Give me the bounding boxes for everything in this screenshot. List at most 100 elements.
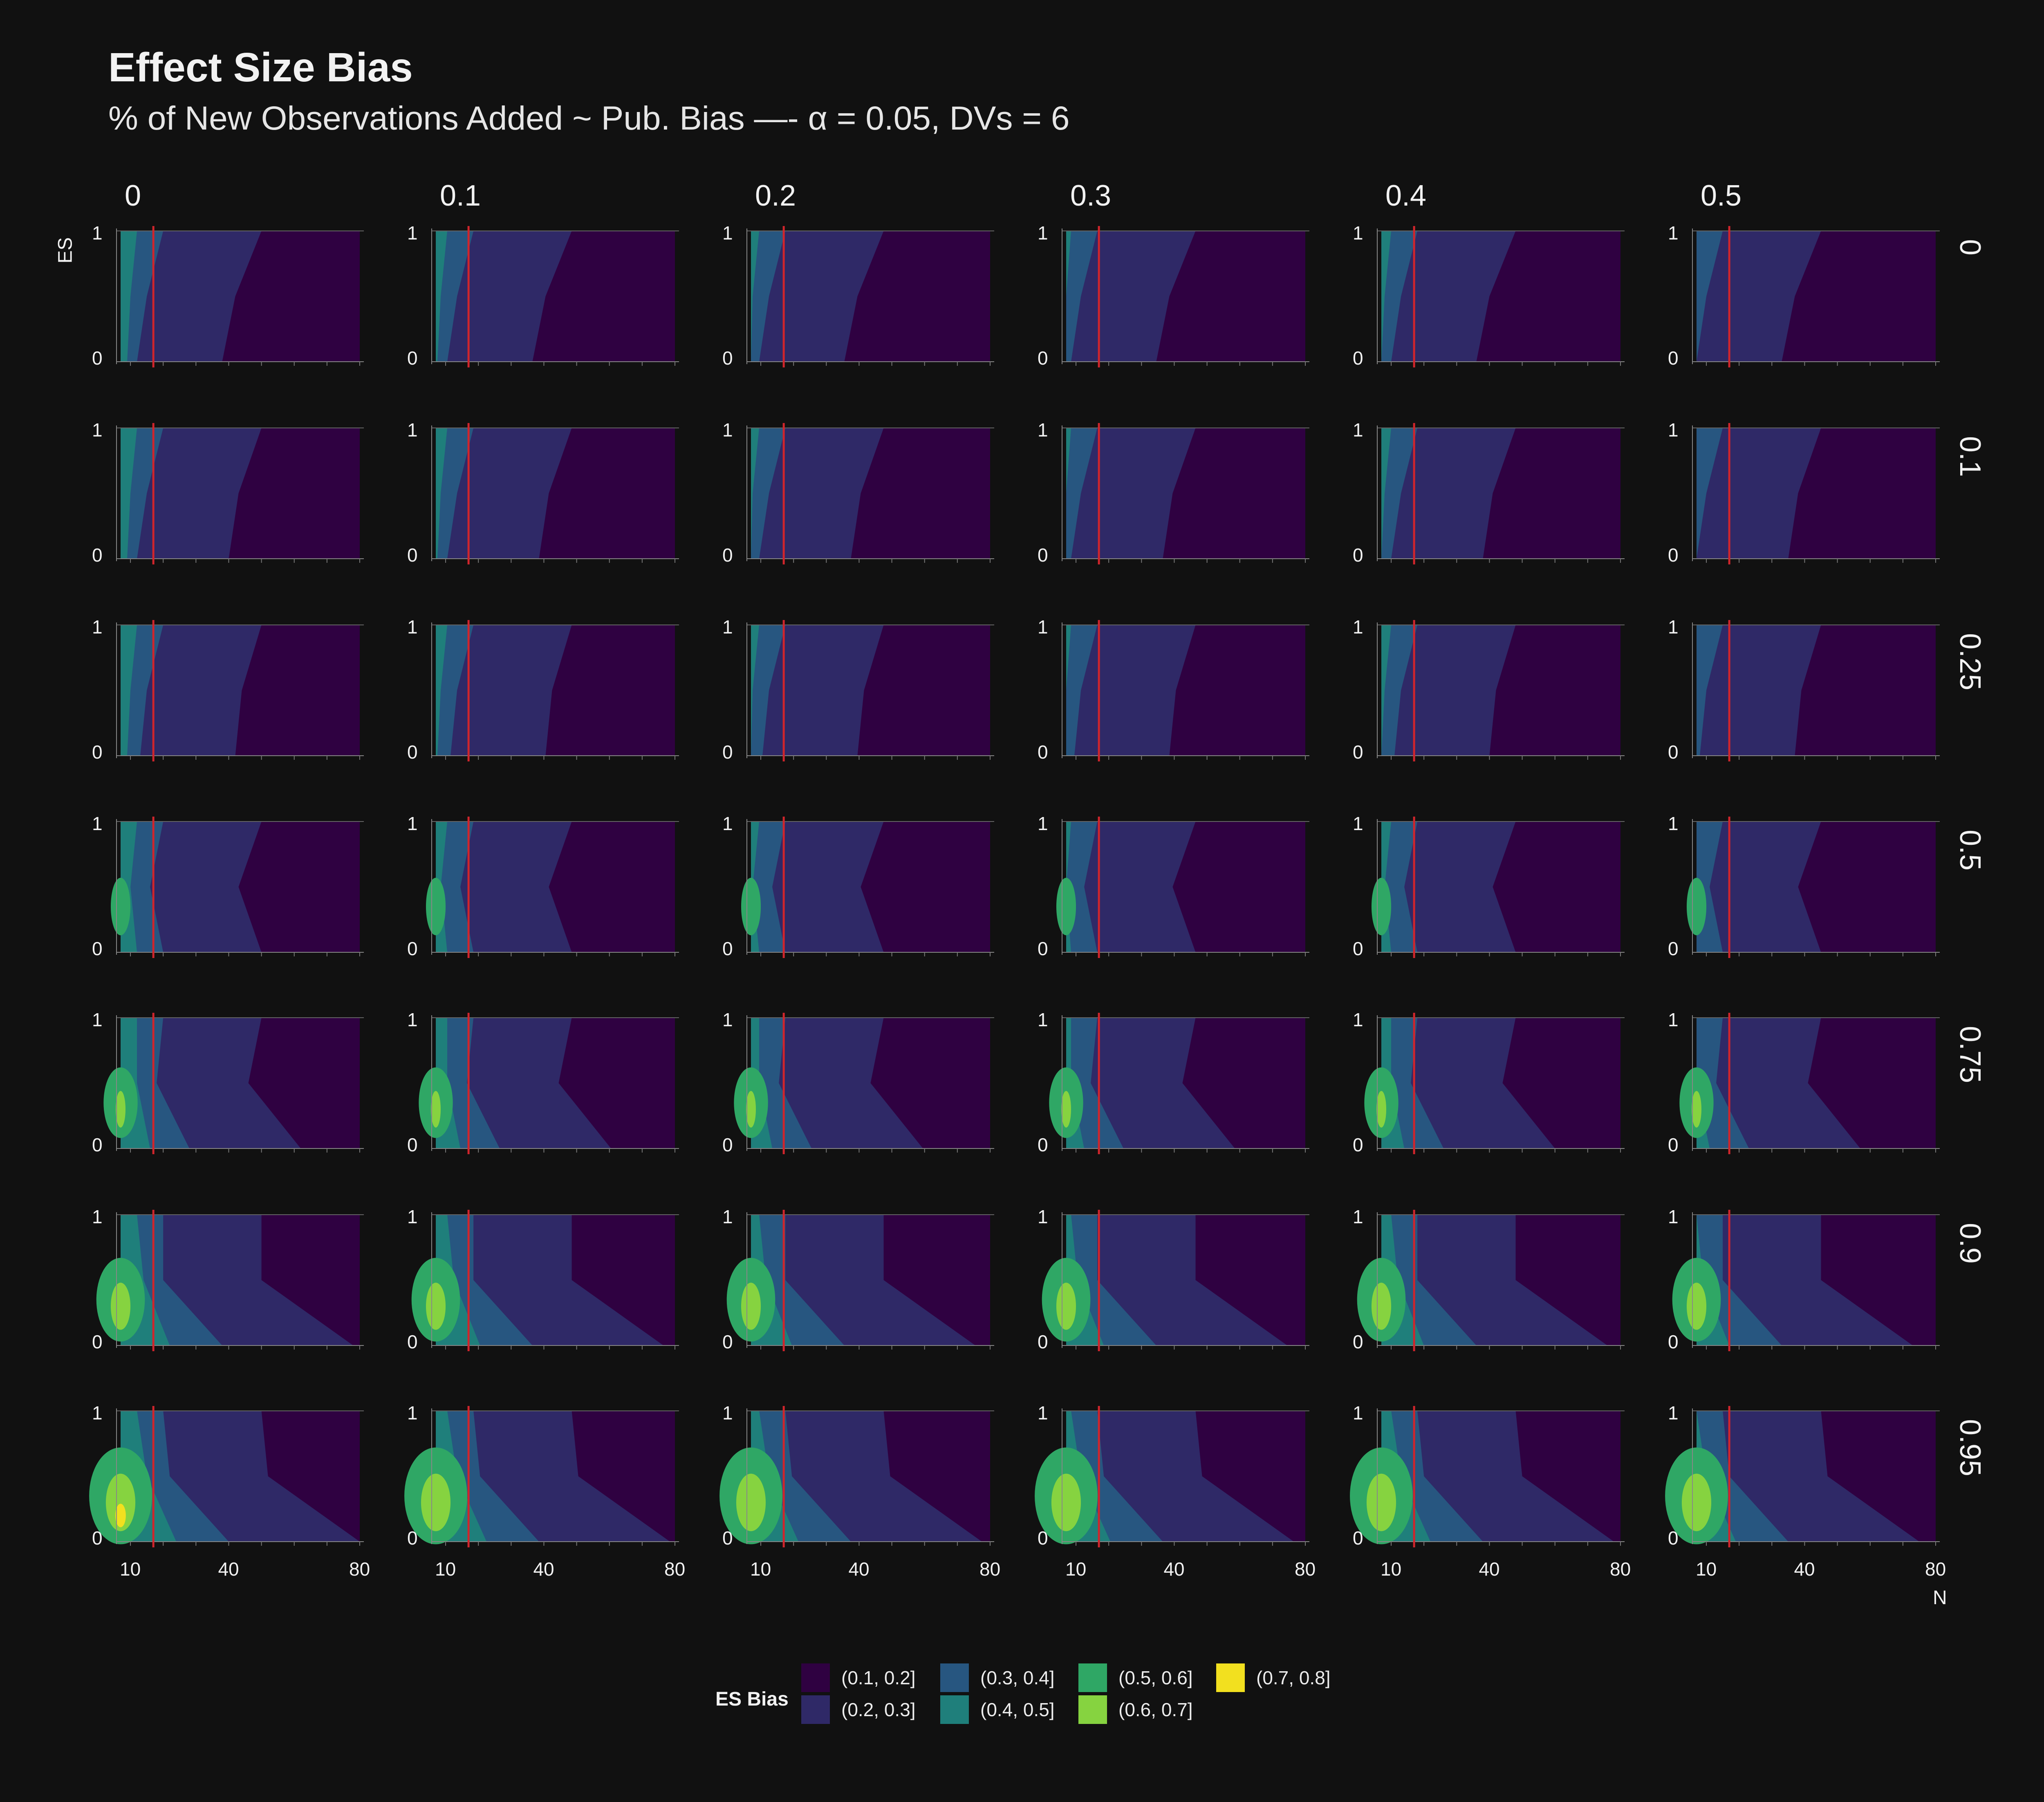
contour-band-0.2-0.3 — [436, 428, 572, 559]
legend-item: (0.5, 0.6] — [1078, 1663, 1193, 1692]
y-tick-label: 1 — [722, 616, 733, 638]
contour-band-0.4-0.5 — [436, 625, 448, 756]
facet-row-label: 0.25 — [1954, 633, 1986, 691]
contour-band-0.3-0.4 — [751, 231, 786, 362]
y-tick-label: 0 — [722, 544, 733, 566]
x-tick-label: 40 — [533, 1558, 554, 1580]
x-tick-label: 10 — [1381, 1558, 1402, 1580]
legend-swatch — [801, 1663, 830, 1692]
y-tick-label: 1 — [722, 222, 733, 244]
contour-band-0.3-0.4 — [436, 428, 474, 559]
y-tick-label: 1 — [1353, 1402, 1363, 1424]
contour-band-0.6-0.7 — [1681, 1473, 1712, 1531]
legend-swatch — [940, 1695, 969, 1724]
contour-band-0.4-0.5 — [121, 231, 137, 362]
contour-band-0.5-0.6 — [110, 877, 131, 936]
y-tick-label: 0 — [1038, 1134, 1048, 1155]
facet-panel-r6-c0 — [89, 1406, 364, 1547]
contour-band-0.6-0.7 — [1371, 1283, 1392, 1330]
legend-item: (0.3, 0.4] — [940, 1663, 1055, 1692]
y-tick-label: 0 — [92, 1331, 103, 1352]
y-tick-label: 0 — [92, 741, 103, 763]
y-tick-label: 0 — [1038, 1527, 1048, 1549]
x-tick-label: 10 — [435, 1558, 456, 1580]
legend-item: (0.4, 0.5] — [940, 1695, 1055, 1724]
x-tick-label: 10 — [120, 1558, 141, 1580]
contour-band-0.4-0.5 — [751, 428, 760, 559]
facet-column-label: 0.1 — [440, 179, 481, 212]
facet-row-label: 0 — [1954, 239, 1986, 256]
facet-panel-r1-c0 — [116, 423, 364, 564]
contour-band-0.5-0.6 — [426, 877, 446, 936]
facet-panel-r2-c1 — [431, 620, 679, 761]
y-tick-label: 1 — [722, 1009, 733, 1030]
legend-swatch — [1078, 1663, 1107, 1692]
y-tick-label: 1 — [92, 813, 103, 834]
y-tick-label: 0 — [1353, 1331, 1363, 1352]
facet-panel-r6-c4 — [1350, 1406, 1625, 1547]
y-tick-label: 1 — [1038, 1009, 1048, 1030]
contour-band-0.2-0.3 — [1697, 428, 1821, 559]
y-tick-label: 1 — [407, 1009, 418, 1030]
facet-panel-r0-c5 — [1692, 226, 1940, 367]
contour-band-0.5-0.6 — [1056, 877, 1076, 936]
contour-band-0.6-0.7 — [1056, 1283, 1076, 1330]
contour-band-0.3-0.4 — [1697, 625, 1723, 756]
contour-band-0.4-0.5 — [1381, 428, 1392, 559]
facet-row-label: 0.5 — [1954, 830, 1986, 871]
contour-band-0.3-0.4 — [436, 625, 474, 756]
chart-title: Effect Size Bias — [108, 45, 413, 90]
y-tick-label: 1 — [1038, 419, 1048, 441]
contour-band-0.3-0.4 — [751, 625, 786, 756]
y-tick-label: 1 — [1353, 616, 1363, 638]
facet-panel-r3-c1 — [426, 817, 679, 958]
y-tick-label: 0 — [1353, 1527, 1363, 1549]
legend-swatch — [1078, 1695, 1107, 1724]
y-tick-label: 0 — [722, 1527, 733, 1549]
facet-panel-r0-c3 — [1062, 226, 1309, 367]
x-axis-label: N — [1933, 1587, 1947, 1609]
legend-label: (0.7, 0.8] — [1256, 1667, 1331, 1688]
contour-band-0.3-0.4 — [1381, 428, 1418, 559]
y-tick-label: 1 — [92, 616, 103, 638]
facet-panel-r1-c3 — [1062, 423, 1309, 564]
y-tick-label: 1 — [92, 419, 103, 441]
y-tick-label: 0 — [1353, 741, 1363, 763]
contour-band-0.6-0.7 — [1376, 1091, 1387, 1128]
contour-band-0.6-0.7 — [426, 1283, 446, 1330]
y-tick-label: 1 — [1353, 222, 1363, 244]
facet-column-label: 0 — [125, 179, 141, 212]
facet-panel-r5-c3 — [1042, 1210, 1309, 1351]
contour-band-0.6-0.7 — [110, 1283, 131, 1330]
facet-panel-r4-c3 — [1049, 1013, 1309, 1154]
contour-band-0.6-0.7 — [741, 1283, 761, 1330]
facet-panel-r0-c1 — [431, 226, 679, 367]
y-tick-label: 1 — [92, 1206, 103, 1227]
y-tick-label: 1 — [1668, 616, 1679, 638]
facet-panel-r1-c2 — [746, 423, 994, 564]
contour-band-0.4-0.5 — [121, 428, 137, 559]
legend-title: ES Bias — [715, 1688, 789, 1710]
y-tick-label: 0 — [92, 1134, 103, 1155]
legend-item: (0.7, 0.8] — [1216, 1663, 1331, 1692]
y-tick-label: 0 — [1038, 741, 1048, 763]
contour-band-0.6-0.7 — [115, 1091, 126, 1128]
contour-band-0.3-0.4 — [751, 428, 786, 559]
y-tick-label: 1 — [1668, 222, 1679, 244]
facet-panel-r2-c3 — [1062, 620, 1309, 761]
y-tick-label: 0 — [1668, 1527, 1679, 1549]
x-tick-label: 80 — [1925, 1558, 1946, 1580]
facet-panel-r2-c4 — [1377, 620, 1625, 761]
contour-band-0.4-0.5 — [1066, 428, 1071, 559]
x-tick-label: 10 — [750, 1558, 771, 1580]
facet-panel-r0-c2 — [746, 226, 994, 367]
y-tick-label: 0 — [92, 938, 103, 959]
y-tick-label: 1 — [1038, 813, 1048, 834]
contour-band-0.3-0.4 — [1381, 822, 1418, 952]
legend-label: (0.2, 0.3] — [841, 1699, 916, 1720]
facet-panel-r6-c5 — [1665, 1406, 1940, 1547]
y-tick-label: 0 — [407, 938, 418, 959]
contour-band-0.2-0.3 — [121, 428, 262, 559]
y-tick-label: 1 — [1038, 1402, 1048, 1424]
y-tick-label: 0 — [1668, 741, 1679, 763]
